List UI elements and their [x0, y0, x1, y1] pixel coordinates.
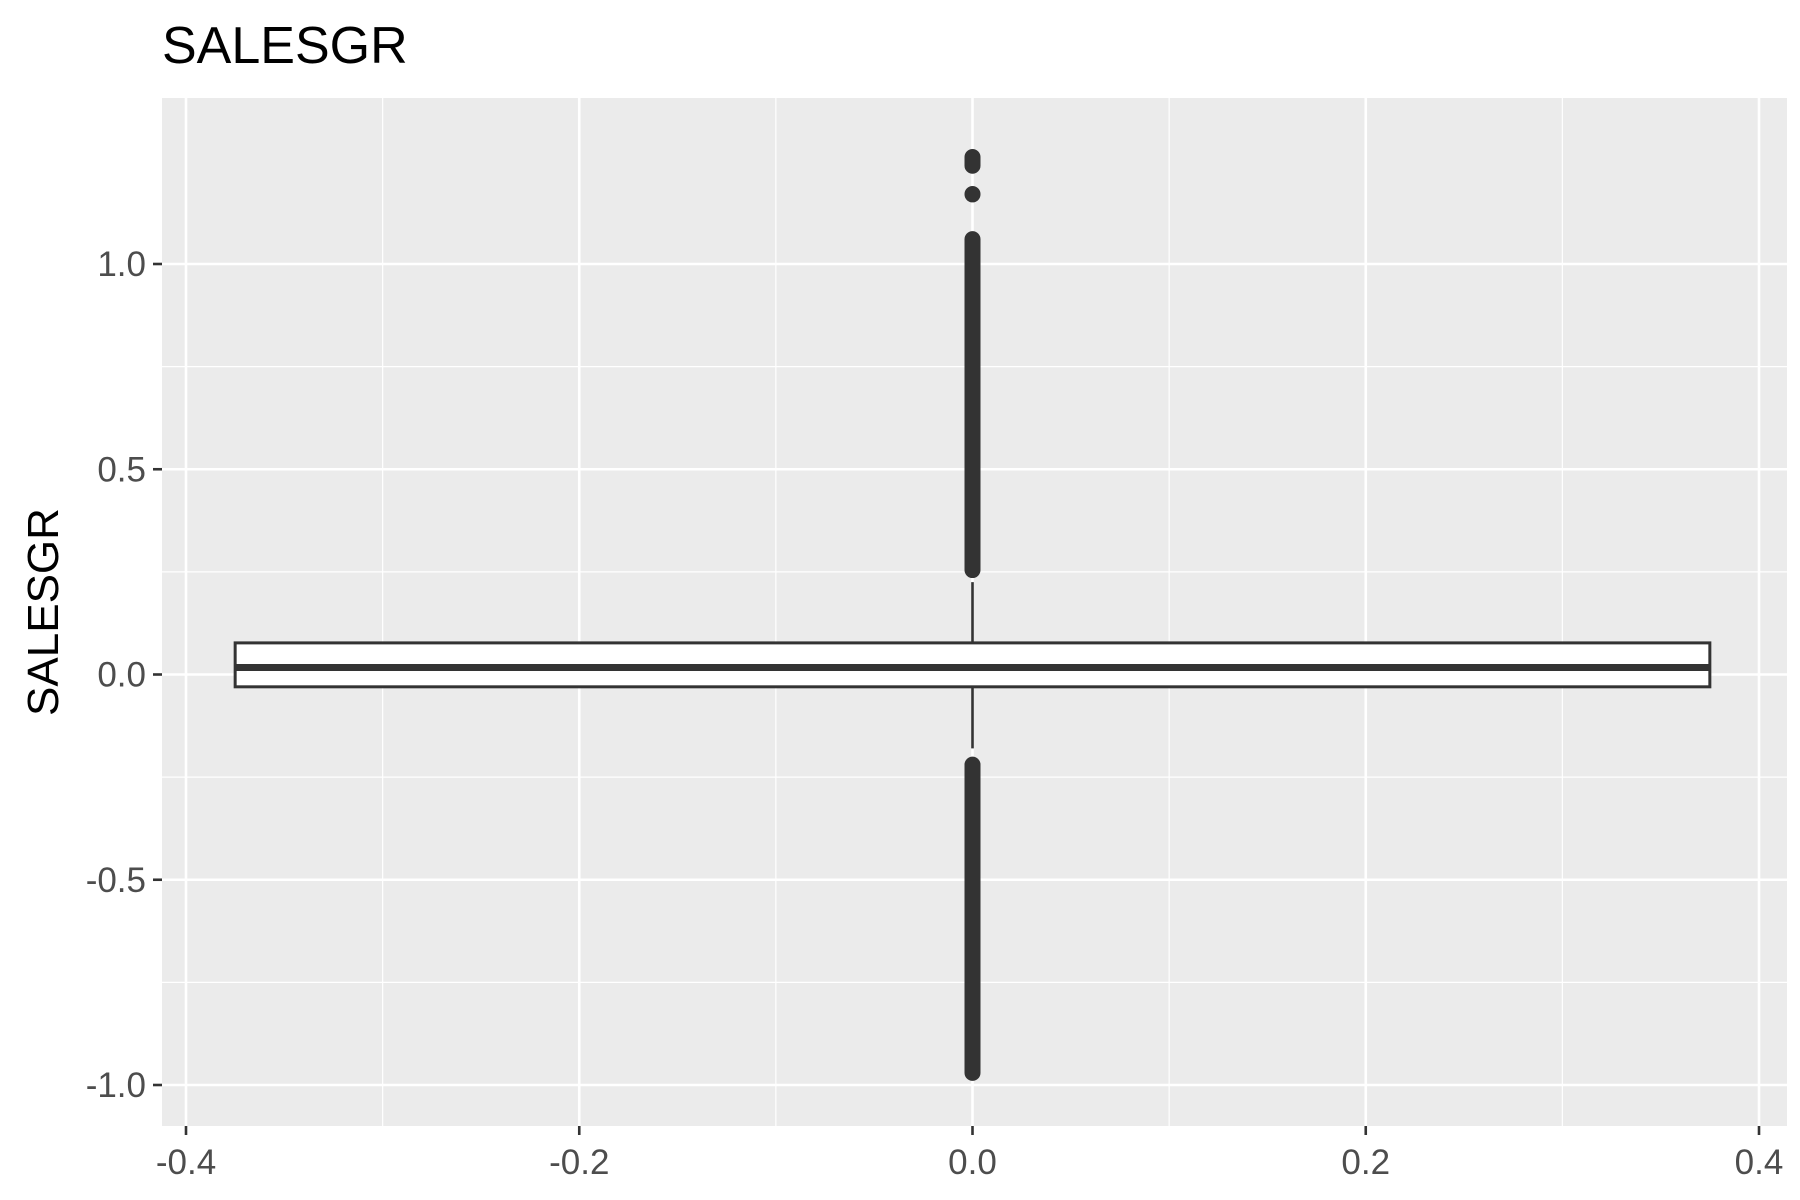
x-tick-label: -0.2 — [549, 1143, 609, 1182]
outlier-point-cluster — [964, 756, 981, 1081]
outlier-point-cluster — [964, 186, 981, 203]
x-tick-label: 0.4 — [1735, 1143, 1784, 1182]
outlier-point-cluster — [964, 231, 981, 579]
y-tick-label: -1.0 — [86, 1066, 146, 1105]
x-tick-label: -0.4 — [156, 1143, 216, 1182]
y-tick-label: -0.5 — [86, 861, 146, 900]
x-tick-label: 0.2 — [1341, 1143, 1390, 1182]
y-tick-label: 1.0 — [97, 245, 146, 284]
outlier-point-cluster — [964, 149, 981, 174]
y-axis: -1.0 -0.5 0.0 0.5 1.0 — [86, 245, 162, 1105]
outlier-points — [964, 149, 981, 1081]
y-tick-label: 0.0 — [97, 656, 146, 695]
chart-title: SALESGR — [162, 17, 408, 75]
box — [233, 582, 1712, 749]
y-tick-label: 0.5 — [97, 450, 146, 489]
x-tick-label: 0.0 — [948, 1143, 997, 1182]
y-axis-title: SALESGR — [19, 508, 68, 716]
x-axis: -0.4 -0.2 0.0 0.2 0.4 — [156, 1126, 1783, 1182]
